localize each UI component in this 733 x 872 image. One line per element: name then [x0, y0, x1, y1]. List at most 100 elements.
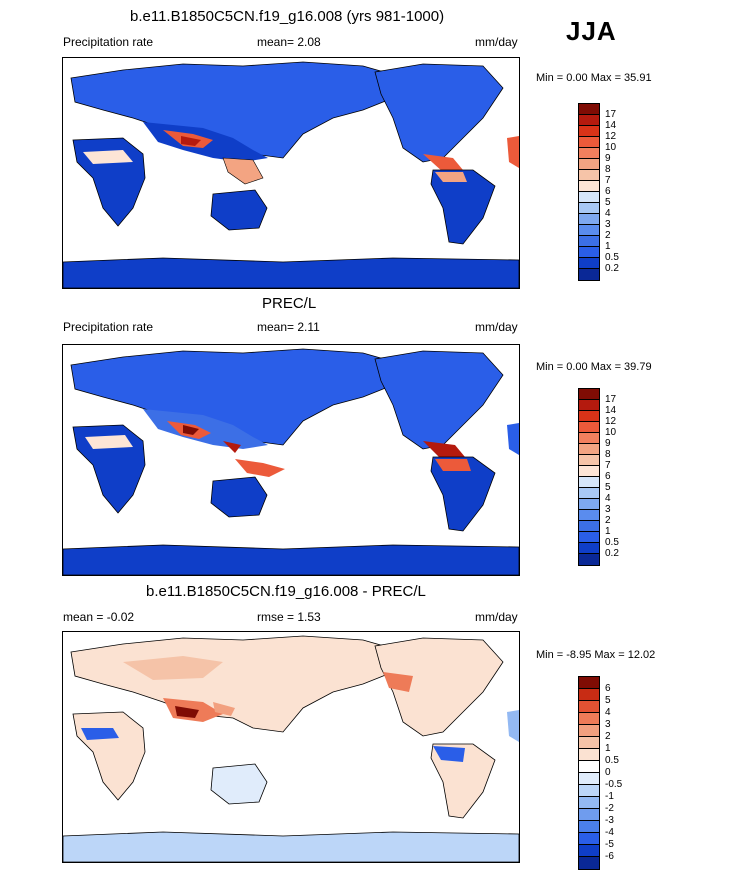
colorbar-tick-label: 5	[605, 695, 611, 706]
colorbar-tick-label: 1	[605, 526, 611, 537]
panel1-colorbar-swatch	[579, 258, 599, 269]
panel1-colorbar-swatch	[579, 159, 599, 170]
colorbar-tick-label: 14	[605, 405, 617, 416]
panel1-colorbar-swatch	[579, 203, 599, 214]
colorbar-tick-label: 4	[605, 208, 611, 219]
panel2-colorbar-swatch	[579, 455, 599, 466]
panel1-colorbar-swatch	[579, 126, 599, 137]
colorbar-tick-label: 4	[605, 493, 611, 504]
panel2-colorbar-swatch	[579, 400, 599, 411]
colorbar-tick-label: 0.5	[605, 537, 619, 548]
panel1-colorbar-swatch	[579, 214, 599, 225]
panel1-colorbar-swatch	[579, 170, 599, 181]
colorbar-tick-label: -2	[605, 803, 614, 814]
panel1-colorbar-swatch	[579, 192, 599, 203]
panel3-colorbar-swatch	[579, 785, 599, 797]
panel3-colorbar-swatch	[579, 809, 599, 821]
colorbar-tick-label: 0.5	[605, 252, 619, 263]
panel3-map	[62, 631, 520, 863]
panel3-minmax: Min = -8.95 Max = 12.02	[536, 649, 656, 661]
panel2-colorbar-swatch	[579, 543, 599, 554]
colorbar-tick-label: 8	[605, 164, 611, 175]
panel3-colorbar-swatch	[579, 689, 599, 701]
colorbar-tick-label: -4	[605, 827, 614, 838]
colorbar-tick-label: 6	[605, 683, 611, 694]
colorbar-tick-label: 9	[605, 153, 611, 164]
panel3-colorbar-swatch	[579, 857, 599, 869]
panel2-units-label: mm/day	[475, 320, 518, 334]
panel2-colorbar-swatch	[579, 554, 599, 565]
panel3-colorbar-swatch	[579, 725, 599, 737]
colorbar-tick-label: 2	[605, 731, 611, 742]
colorbar-tick-label: 14	[605, 120, 617, 131]
colorbar-tick-label: 7	[605, 175, 611, 186]
panel1-colorbar-swatch	[579, 104, 599, 115]
panel2-colorbar-swatch	[579, 466, 599, 477]
colorbar-tick-label: 3	[605, 219, 611, 230]
panel1-colorbar-swatch	[579, 225, 599, 236]
panel2-colorbar	[578, 388, 600, 566]
colorbar-tick-label: -0.5	[605, 779, 623, 790]
colorbar-tick-label: 3	[605, 719, 611, 730]
panel2-colorbar-swatch	[579, 532, 599, 543]
colorbar-tick-label: 12	[605, 131, 617, 142]
colorbar-tick-label: 0.5	[605, 755, 619, 766]
panel1-colorbar-swatch	[579, 236, 599, 247]
colorbar-tick-label: 5	[605, 482, 611, 493]
panel3-colorbar-swatch	[579, 701, 599, 713]
colorbar-tick-label: 6	[605, 471, 611, 482]
panel3-colorbar-swatch	[579, 845, 599, 857]
panel2-colorbar-swatch	[579, 477, 599, 488]
panel2-colorbar-swatch	[579, 422, 599, 433]
panel1-colorbar-swatch	[579, 148, 599, 159]
season-label: JJA	[566, 16, 617, 46]
panel2-colorbar-swatch	[579, 433, 599, 444]
panel2-colorbar-swatch	[579, 499, 599, 510]
panel3-colorbar-swatch	[579, 749, 599, 761]
colorbar-tick-label: 0	[605, 767, 611, 778]
colorbar-tick-label: 3	[605, 504, 611, 515]
colorbar-tick-label: 6	[605, 186, 611, 197]
panel3-colorbar-swatch	[579, 797, 599, 809]
panel2-colorbar-swatch	[579, 488, 599, 499]
colorbar-tick-label: 7	[605, 460, 611, 471]
panel2-colorbar-swatch	[579, 389, 599, 400]
colorbar-tick-label: 17	[605, 109, 617, 120]
colorbar-tick-label: -1	[605, 791, 614, 802]
panel1-colorbar-swatch	[579, 269, 599, 280]
panel3-title: b.e11.B1850C5CN.f19_g16.008 - PREC/L	[146, 583, 426, 600]
colorbar-tick-label: 10	[605, 142, 617, 153]
panel1-colorbar-swatch	[579, 115, 599, 126]
panel1-minmax: Min = 0.00 Max = 35.91	[536, 72, 652, 84]
panel2-map	[62, 344, 520, 576]
colorbar-tick-label: 2	[605, 230, 611, 241]
panel3-units-label: mm/day	[475, 610, 518, 624]
panel1-units-label: mm/day	[475, 35, 518, 49]
panel3-colorbar-swatch	[579, 821, 599, 833]
panel1-colorbar-swatch	[579, 137, 599, 148]
panel1-title: b.e11.B1850C5CN.f19_g16.008 (yrs 981-100…	[130, 8, 445, 25]
colorbar-tick-label: 12	[605, 416, 617, 427]
panel1-map	[62, 57, 520, 289]
colorbar-tick-label: 0.2	[605, 263, 619, 274]
panel2-title: PREC/L	[262, 295, 317, 312]
panel3-rmse-label: rmse = 1.53	[257, 610, 321, 624]
panel3-colorbar-swatch	[579, 761, 599, 773]
colorbar-tick-label: -5	[605, 839, 614, 850]
panel2-colorbar-swatch	[579, 444, 599, 455]
colorbar-tick-label: -6	[605, 851, 614, 862]
panel3-colorbar-swatch	[579, 833, 599, 845]
panel3-colorbar-swatch	[579, 773, 599, 785]
panel3-mean-label: mean = -0.02	[63, 610, 135, 624]
colorbar-tick-label: 8	[605, 449, 611, 460]
panel1-mean-label: mean= 2.08	[257, 35, 321, 49]
panel3-colorbar-swatch	[579, 677, 599, 689]
panel2-minmax: Min = 0.00 Max = 39.79	[536, 361, 652, 373]
panel2-variable-label: Precipitation rate	[63, 320, 154, 334]
colorbar-tick-label: 0.2	[605, 548, 619, 559]
panel3-colorbar-swatch	[579, 737, 599, 749]
colorbar-tick-label: 9	[605, 438, 611, 449]
colorbar-tick-label: 1	[605, 241, 611, 252]
colorbar-tick-label: 4	[605, 707, 611, 718]
panel3-colorbar-swatch	[579, 713, 599, 725]
